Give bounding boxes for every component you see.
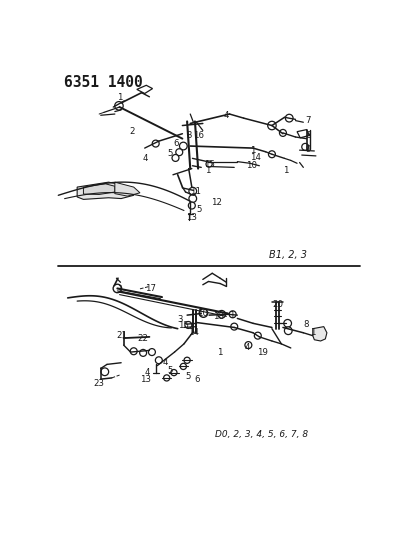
Text: 5: 5 [196, 205, 202, 214]
Text: 4: 4 [245, 343, 250, 352]
Circle shape [130, 348, 137, 355]
Circle shape [231, 323, 238, 330]
Text: 19: 19 [257, 348, 268, 357]
Circle shape [284, 327, 292, 335]
Circle shape [101, 368, 109, 376]
Text: 4: 4 [143, 154, 149, 163]
Text: 14: 14 [250, 153, 261, 162]
Circle shape [155, 357, 162, 364]
Text: 1: 1 [117, 93, 122, 102]
Text: 10: 10 [197, 309, 208, 318]
Text: 7: 7 [305, 116, 311, 125]
Polygon shape [313, 327, 327, 341]
Text: 4: 4 [162, 358, 168, 367]
Text: 6: 6 [173, 140, 179, 149]
Text: B1, 2, 3: B1, 2, 3 [269, 250, 307, 260]
Text: 1: 1 [229, 311, 235, 320]
Text: 3: 3 [177, 314, 183, 324]
Text: 15: 15 [204, 159, 215, 168]
Text: 5: 5 [185, 372, 191, 381]
Circle shape [115, 102, 123, 110]
Polygon shape [77, 182, 134, 199]
Circle shape [113, 284, 122, 293]
Circle shape [185, 321, 192, 328]
Text: 4: 4 [224, 111, 229, 120]
Circle shape [279, 130, 286, 136]
Text: 5: 5 [167, 149, 173, 158]
Text: 23: 23 [93, 379, 104, 388]
Text: 13: 13 [186, 213, 197, 222]
Circle shape [229, 311, 236, 318]
Text: 11: 11 [191, 187, 202, 196]
Circle shape [149, 349, 155, 356]
Text: 9: 9 [305, 145, 311, 154]
Circle shape [218, 310, 226, 318]
Circle shape [180, 142, 187, 150]
Circle shape [164, 375, 170, 381]
Circle shape [206, 161, 212, 167]
Circle shape [152, 140, 159, 147]
Text: 1: 1 [250, 147, 255, 156]
Circle shape [245, 342, 252, 349]
Text: 20: 20 [273, 300, 284, 309]
Circle shape [268, 122, 276, 130]
Circle shape [302, 143, 309, 150]
Polygon shape [84, 184, 115, 195]
Text: 8: 8 [303, 320, 308, 329]
Text: 5: 5 [167, 367, 173, 375]
Text: 12: 12 [211, 198, 222, 207]
Circle shape [189, 195, 197, 203]
Text: 2: 2 [129, 127, 135, 136]
Text: 3: 3 [186, 131, 191, 140]
Text: 18: 18 [213, 312, 224, 321]
Text: 4: 4 [144, 368, 150, 377]
Text: 1: 1 [217, 348, 223, 357]
Circle shape [184, 357, 190, 364]
Polygon shape [115, 182, 140, 196]
Text: 14: 14 [188, 328, 199, 337]
Text: 22: 22 [137, 334, 149, 343]
Circle shape [180, 364, 186, 369]
Text: 21: 21 [116, 331, 127, 340]
Circle shape [140, 350, 146, 357]
Circle shape [188, 202, 195, 209]
Circle shape [199, 309, 208, 317]
Circle shape [189, 187, 197, 195]
Circle shape [172, 155, 179, 161]
Circle shape [254, 332, 261, 339]
Text: 10: 10 [246, 161, 257, 170]
Text: 15: 15 [178, 321, 189, 330]
Text: 13: 13 [140, 375, 151, 384]
Text: 1: 1 [205, 166, 210, 175]
Text: 17: 17 [146, 285, 157, 293]
Text: 6351 1400: 6351 1400 [64, 75, 143, 90]
Text: 6: 6 [194, 375, 200, 384]
Circle shape [284, 319, 291, 327]
Circle shape [285, 114, 293, 122]
Circle shape [171, 369, 177, 376]
Text: D0, 2, 3, 4, 5, 6, 7, 8: D0, 2, 3, 4, 5, 6, 7, 8 [215, 430, 308, 439]
Text: 8: 8 [305, 131, 311, 140]
Circle shape [176, 149, 183, 156]
Text: 16: 16 [193, 131, 204, 140]
Text: 1: 1 [117, 285, 122, 294]
Text: 1: 1 [283, 166, 288, 175]
Text: 1: 1 [310, 328, 315, 337]
Circle shape [268, 151, 275, 158]
